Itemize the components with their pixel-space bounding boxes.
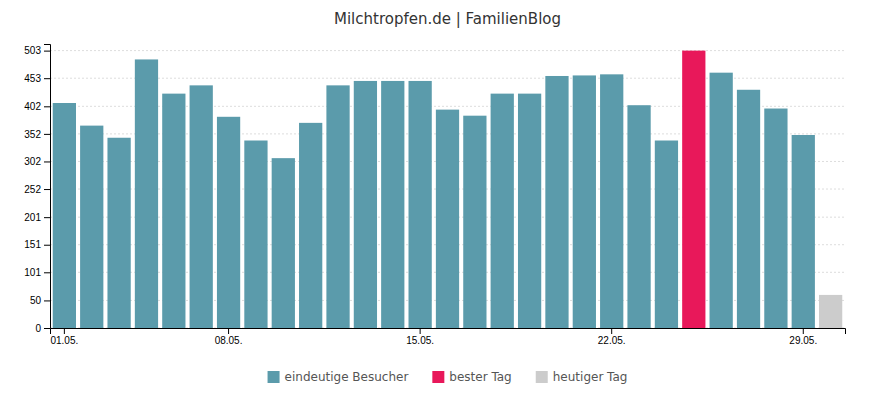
legend-swatch	[268, 371, 280, 383]
tick-label: 15.05.	[406, 335, 434, 346]
tick: 22.05.	[598, 328, 626, 346]
legend-swatch	[536, 371, 548, 383]
bar	[354, 81, 377, 328]
bar	[272, 158, 295, 328]
tick-mark	[44, 161, 50, 162]
tick-label: 352	[24, 129, 41, 140]
tick: 0	[35, 323, 50, 334]
title: Milchtropfen.de | FamilienBlog	[334, 10, 561, 28]
tick: 453	[24, 73, 50, 84]
bar	[737, 90, 760, 328]
bars	[53, 51, 843, 328]
bar	[518, 94, 541, 328]
tick-mark	[44, 300, 50, 301]
bar	[53, 103, 76, 328]
bar	[819, 295, 842, 328]
tick-mark	[44, 51, 50, 52]
tick-label: 0	[35, 323, 41, 334]
tick-mark	[44, 245, 50, 246]
tick-mark	[64, 328, 65, 334]
tick-mark	[44, 134, 50, 135]
tick-mark	[228, 328, 229, 334]
grid	[50, 51, 845, 328]
tick-label: 08.05.	[215, 335, 243, 346]
tick: 302	[24, 156, 50, 167]
tick: 201	[24, 212, 50, 223]
tick: 29.05.	[789, 328, 817, 346]
tick-label: 29.05.	[789, 335, 817, 346]
bar	[573, 75, 596, 328]
axis-line	[51, 329, 846, 335]
tick: 352	[24, 129, 50, 140]
bar	[107, 138, 130, 328]
tick: 252	[24, 184, 50, 195]
tick-label: 01.05.	[50, 335, 78, 346]
legend: eindeutige Besucher bester Tag heutiger Ta…	[268, 370, 628, 384]
y-axis: 0 50 101 151 201 252 302 352 402 453 503	[24, 45, 50, 334]
bar	[190, 85, 213, 328]
bar	[463, 116, 486, 328]
bar	[655, 141, 678, 328]
tick-mark	[44, 78, 50, 79]
tick-label: 201	[24, 212, 41, 223]
bar	[135, 59, 158, 328]
tick-mark	[420, 328, 421, 334]
axis-line	[44, 45, 51, 329]
tick: 402	[24, 101, 50, 112]
bar	[682, 51, 705, 328]
tick-mark	[611, 328, 612, 334]
legend-item: heutiger Tag	[536, 370, 628, 384]
bar	[545, 76, 568, 328]
bar	[600, 74, 623, 328]
legend-item: eindeutige Besucher	[268, 370, 409, 384]
legend-label: eindeutige Besucher	[285, 370, 409, 384]
tick-label: 22.05.	[598, 335, 626, 346]
tick: 15.05.	[406, 328, 434, 346]
bar	[764, 109, 787, 328]
tick-label: 302	[24, 156, 41, 167]
bar	[491, 94, 514, 328]
bar	[326, 85, 349, 328]
tick-mark	[44, 328, 50, 329]
tick: 151	[24, 239, 50, 250]
bar	[409, 81, 432, 328]
plot: 0 50 101 151 201 252 302 352 402 453 503 01.05. 08.0…	[24, 45, 845, 347]
bar	[162, 94, 185, 328]
bar	[381, 81, 404, 328]
tick-label: 101	[24, 267, 41, 278]
tick: 08.05.	[215, 328, 243, 346]
legend-swatch	[432, 371, 444, 383]
tick-label: 402	[24, 101, 41, 112]
bar	[217, 117, 240, 328]
bar	[299, 123, 322, 328]
tick-label: 503	[24, 45, 41, 56]
tick-mark	[44, 189, 50, 190]
bar	[627, 105, 650, 328]
bar	[244, 141, 267, 328]
legend-label: bester Tag	[449, 370, 511, 384]
tick-label: 151	[24, 239, 41, 250]
tick-label: 453	[24, 73, 41, 84]
bar	[792, 135, 815, 328]
bar	[436, 110, 459, 328]
legend-item: bester Tag	[432, 370, 511, 384]
tick-mark	[44, 272, 50, 273]
legend-label: heutiger Tag	[553, 370, 628, 384]
tick-mark	[803, 328, 804, 334]
bar	[710, 73, 733, 328]
grid-line	[50, 50, 845, 51]
chart: 0 50 101 151 201 252 302 352 402 453 503 01.05. 08.0…	[0, 0, 869, 400]
tick: 101	[24, 267, 50, 278]
tick: 503	[24, 45, 50, 56]
tick-mark	[44, 217, 50, 218]
tick: 50	[30, 295, 50, 306]
bar	[80, 126, 103, 328]
x-axis: 01.05. 08.05. 15.05. 22.05. 29.05.	[50, 328, 845, 346]
tick-mark	[44, 106, 50, 107]
tick: 01.05.	[50, 328, 78, 346]
tick-label: 50	[30, 295, 42, 306]
tick-label: 252	[24, 184, 41, 195]
